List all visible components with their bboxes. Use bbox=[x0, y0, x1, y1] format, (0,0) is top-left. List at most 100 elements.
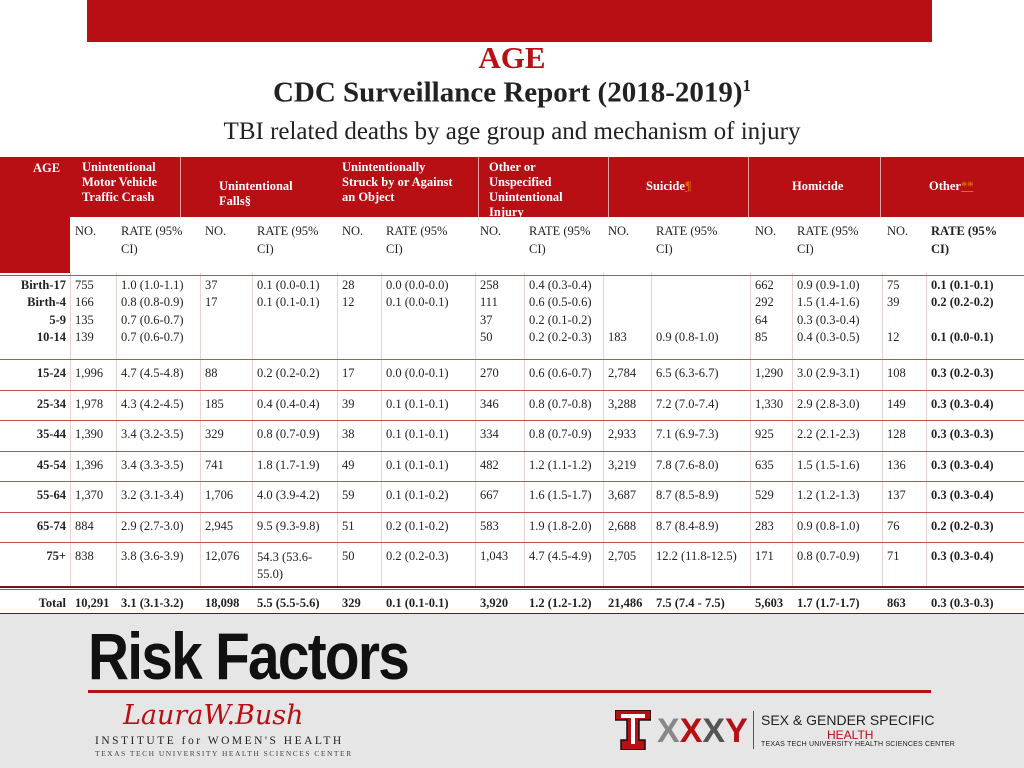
count-cell: 329 bbox=[205, 427, 224, 441]
rate-cell: 0.8 (0.8-0.9) bbox=[121, 295, 184, 309]
count-cell: 183 bbox=[608, 330, 627, 344]
sgs-health-logo: XXXY SEX & GENDER SPECIFIC HEALTH TEXAS … bbox=[615, 708, 955, 756]
rate-cell: 0.0 (0.0-0.1) bbox=[386, 366, 449, 380]
rate-cell: 4.3 (4.2-4.5) bbox=[121, 397, 184, 411]
column-divider bbox=[200, 273, 201, 586]
rate-cell: 0.2 (0.2-0.3) bbox=[386, 549, 449, 563]
row-divider bbox=[0, 481, 1024, 482]
rate-header: RATE (95% CI) bbox=[121, 224, 183, 256]
age-group-cell: Total bbox=[38, 596, 66, 610]
column-divider bbox=[475, 273, 476, 586]
count-cell: 583 bbox=[480, 519, 499, 533]
rate-cell: 4.0 (3.9-4.2) bbox=[257, 488, 320, 502]
count-cell: 76 bbox=[887, 519, 900, 533]
footnote-link-other[interactable]: ** bbox=[960, 179, 974, 193]
column-divider bbox=[750, 273, 751, 586]
header-suicide: Suicide¶ bbox=[646, 179, 692, 193]
rate-cell: 1.8 (1.7-1.9) bbox=[257, 458, 320, 472]
rate-cell: 4.7 (4.5-4.9) bbox=[529, 549, 592, 563]
rate-cell: 0.3 (0.3-0.4) bbox=[931, 397, 994, 411]
count-cell: 17 bbox=[342, 366, 355, 380]
count-cell: 128 bbox=[887, 427, 906, 441]
rate-cell: 8.7 (8.5-8.9) bbox=[656, 488, 719, 502]
row-divider bbox=[0, 589, 1024, 590]
footer-rule bbox=[88, 690, 931, 693]
header-divider bbox=[880, 157, 881, 217]
header-other: Other** bbox=[929, 179, 974, 193]
rate-cell: 0.8 (0.7-0.8) bbox=[529, 397, 592, 411]
table-row: 35-44 1,390 3.4 (3.2-3.5) 329 0.8 (0.7-0.9) 3… bbox=[0, 420, 1024, 451]
rate-cell: 0.1 (0.0-0.1) bbox=[386, 295, 449, 309]
count-cell: 667 bbox=[480, 488, 499, 502]
rate-cell: 7.1 (6.9-7.3) bbox=[656, 427, 719, 441]
rate-cell: 0.1 (0.1-0.1) bbox=[257, 295, 320, 309]
lwb-signature: LauraW.Bush bbox=[123, 700, 304, 731]
rate-cell: 0.8 (0.7-0.9) bbox=[529, 427, 592, 441]
count-cell: 28 bbox=[342, 278, 355, 292]
lwb-institute-logo: LauraW.Bush INSTITUTE for WOMEN'S HEALTH… bbox=[95, 700, 351, 760]
no-header: NO. bbox=[608, 224, 630, 238]
no-header: NO. bbox=[75, 224, 97, 238]
header-struck-by-object: Unintentionally Struck by or Against an … bbox=[342, 160, 453, 204]
column-divider bbox=[882, 273, 883, 586]
rate-cell: 1.2 (1.2-1.2) bbox=[529, 596, 592, 610]
table-row: 45-54 1,396 3.4 (3.3-3.5) 741 1.8 (1.7-1.9) 4… bbox=[0, 451, 1024, 481]
rate-cell: 0.3 (0.3-0.4) bbox=[797, 313, 860, 327]
table-header: AGE Unintentional Motor Vehicle Traffic … bbox=[0, 157, 1024, 273]
count-cell: 37 bbox=[205, 278, 218, 292]
rate-cell: 0.3 (0.3-0.4) bbox=[931, 549, 994, 563]
count-cell: 838 bbox=[75, 549, 94, 563]
rate-cell: 1.0 (1.0-1.1) bbox=[121, 278, 184, 292]
count-cell: 1,043 bbox=[480, 549, 509, 563]
rate-cell: 1.7 (1.7-1.7) bbox=[797, 596, 860, 610]
table-row: 65-74 884 2.9 (2.7-3.0) 2,945 9.5 (9.3-9.8) 5… bbox=[0, 512, 1024, 542]
rate-cell: 1.6 (1.5-1.7) bbox=[529, 488, 592, 502]
rate-cell: 5.5 (5.5-5.6) bbox=[257, 596, 320, 610]
count-cell: 75 bbox=[887, 278, 900, 292]
sgs-line-3: TEXAS TECH UNIVERSITY HEALTH SCIENCES CE… bbox=[761, 741, 955, 748]
rate-cell: 0.1 (0.0-0.1) bbox=[257, 278, 320, 292]
count-cell: 171 bbox=[755, 549, 774, 563]
count-cell: 185 bbox=[205, 397, 224, 411]
rate-header: RATE (95% CI) bbox=[257, 224, 319, 256]
rate-cell: 0.4 (0.3-0.5) bbox=[797, 330, 860, 344]
rate-cell: 0.6 (0.5-0.6) bbox=[529, 295, 592, 309]
rate-cell: 0.1 (0.1-0.1) bbox=[386, 458, 449, 472]
subheader-row: NO. RATE (95% CI) NO. RATE (95% CI) NO. RA… bbox=[70, 217, 1024, 273]
column-divider bbox=[381, 273, 382, 586]
count-cell: 5,603 bbox=[755, 596, 784, 610]
rate-cell: 1.9 (1.8-2.0) bbox=[529, 519, 592, 533]
age-group-cell: 65-74 bbox=[36, 519, 66, 533]
rate-cell: 0.1 (0.1-0.1) bbox=[931, 278, 994, 292]
rate-cell: 0.3 (0.3-0.4) bbox=[931, 458, 994, 472]
count-cell: 1,996 bbox=[75, 366, 104, 380]
rate-cell: 0.1 (0.1-0.2) bbox=[386, 488, 449, 502]
table-row: 5-9 135 0.7 (0.6-0.7) 37 0.2 (0.1-0.2) 64 0.3 … bbox=[0, 312, 1024, 329]
rate-cell: 0.2 (0.2-0.2) bbox=[931, 295, 994, 309]
count-cell: 64 bbox=[755, 313, 768, 327]
no-header: NO. bbox=[205, 224, 227, 238]
column-divider bbox=[70, 273, 71, 586]
rate-cell: 2.9 (2.7-3.0) bbox=[121, 519, 184, 533]
footnote-link-suicide[interactable]: ¶ bbox=[684, 179, 692, 193]
count-cell: 166 bbox=[75, 295, 94, 309]
count-cell: 59 bbox=[342, 488, 355, 502]
age-group-cell: 35-44 bbox=[36, 427, 66, 441]
count-cell: 108 bbox=[887, 366, 906, 380]
count-cell: 17 bbox=[205, 295, 218, 309]
row-divider bbox=[0, 390, 1024, 391]
rate-cell: 0.7 (0.6-0.7) bbox=[121, 313, 184, 327]
count-cell: 662 bbox=[755, 278, 774, 292]
rate-cell: 0.3 (0.2-0.3) bbox=[931, 366, 994, 380]
header-mv-traffic: Unintentional Motor Vehicle Traffic Cras… bbox=[82, 160, 158, 204]
row-divider bbox=[0, 586, 1024, 588]
column-divider bbox=[926, 273, 927, 586]
count-cell: 136 bbox=[887, 458, 906, 472]
age-group-cell: Birth-4 bbox=[27, 295, 66, 309]
row-divider bbox=[0, 451, 1024, 452]
rate-cell: 0.8 (0.7-0.9) bbox=[257, 427, 320, 441]
page-title: AGE bbox=[478, 40, 546, 75]
rate-cell: 0.3 (0.3-0.4) bbox=[931, 488, 994, 502]
age-group-cell: 55-64 bbox=[36, 488, 66, 502]
count-cell: 329 bbox=[342, 596, 361, 610]
